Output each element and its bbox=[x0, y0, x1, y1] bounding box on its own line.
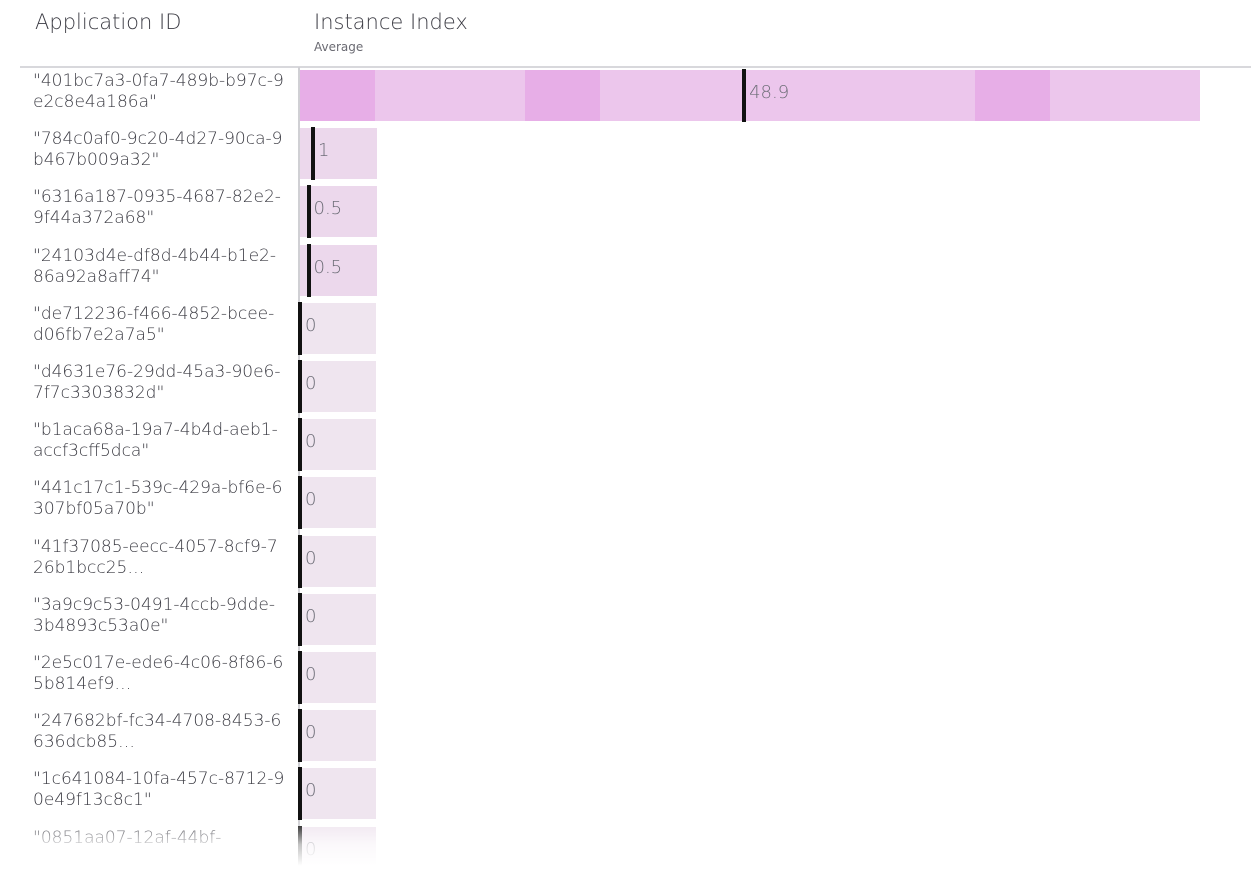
bar[interactable] bbox=[300, 477, 376, 529]
table-row[interactable]: "441c17c1-539c-429a-bf6e-6307bf05a70b" 0 bbox=[0, 474, 1251, 532]
row-label-application-id: "d4631e76-29dd-45a3-90e6-7f7c3303832d" bbox=[33, 362, 281, 403]
bar[interactable] bbox=[300, 535, 376, 587]
bar[interactable] bbox=[300, 244, 377, 296]
row-label-application-id: "3a9c9c53-0491-4ccb-9dde-3b4893c53a0e" bbox=[33, 594, 275, 636]
bar[interactable] bbox=[300, 768, 376, 820]
bar-segment bbox=[374, 70, 451, 121]
table-row[interactable]: "247682bf-fc34-4708-8453-6636dcb85… 0 bbox=[0, 707, 1251, 765]
value-label: 0 bbox=[305, 780, 317, 802]
bar[interactable] bbox=[300, 361, 376, 412]
table-row[interactable]: "de712236-f466-4852-bcee-d06fb7e2a7a5" 0 bbox=[0, 300, 1251, 358]
value-label: 0 bbox=[305, 431, 317, 453]
value-label: 0 bbox=[305, 373, 317, 394]
row-label-application-id: "247682bf-fc34-4708-8453-6636dcb85… bbox=[33, 711, 282, 753]
bar[interactable] bbox=[300, 302, 376, 354]
value-label: 0 bbox=[305, 314, 317, 336]
average-marker bbox=[298, 418, 302, 472]
row-label-application-id: "0851aa07-12af-44bf- bbox=[33, 827, 222, 848]
bar-segment bbox=[599, 70, 676, 121]
header-divider bbox=[20, 66, 1251, 68]
average-marker bbox=[298, 709, 302, 763]
bar[interactable] bbox=[300, 186, 377, 238]
table-row[interactable]: "3a9c9c53-0491-4ccb-9dde-3b4893c53a0e" 0 bbox=[0, 591, 1251, 649]
average-marker bbox=[298, 360, 302, 413]
table-row[interactable]: "41f37085-eecc-4057-8cf9-726b1bcc25… 0 bbox=[0, 533, 1251, 591]
average-marker bbox=[298, 301, 302, 355]
table-row[interactable]: "784c0af0-9c20-4d27-90ca-9b467b009a32" 1 bbox=[0, 125, 1251, 183]
value-label: 0 bbox=[305, 838, 317, 860]
average-marker bbox=[306, 243, 311, 297]
bar[interactable] bbox=[300, 710, 376, 762]
value-label: 1 bbox=[318, 140, 330, 162]
average-marker bbox=[311, 127, 315, 181]
bar[interactable] bbox=[300, 70, 1201, 121]
bar-segment bbox=[1124, 70, 1201, 121]
row-label-application-id: "1c641084-10fa-457c-8712-90e49f13c8c1" bbox=[33, 769, 285, 811]
average-marker bbox=[298, 767, 302, 821]
row-label-application-id: "41f37085-eecc-4057-8cf9-726b1bcc25… bbox=[33, 536, 278, 578]
bar[interactable] bbox=[300, 652, 376, 703]
average-marker bbox=[298, 825, 302, 879]
row-label-application-id: "784c0af0-9c20-4d27-90ca-9b467b009a32" bbox=[33, 129, 283, 171]
row-label-application-id: "24103d4e-df8d-4b44-b1e2-86a92a8aff74" bbox=[33, 245, 277, 287]
average-marker bbox=[742, 69, 747, 122]
table-row[interactable]: "b1aca68a-19a7-4b4d-aeb1-accf3cff5dca" 0 bbox=[0, 416, 1251, 474]
value-label: 0 bbox=[305, 547, 317, 569]
average-marker bbox=[298, 592, 302, 646]
value-label: 0 bbox=[305, 489, 317, 511]
bar[interactable] bbox=[300, 593, 376, 645]
average-marker bbox=[306, 185, 311, 239]
table-row[interactable]: "1c641084-10fa-457c-8712-90e49f13c8c1" 0 bbox=[0, 765, 1251, 823]
value-label: 0.5 bbox=[313, 198, 343, 220]
bar-segment bbox=[449, 70, 526, 121]
bar-segment bbox=[1049, 70, 1126, 121]
bar-segment bbox=[899, 70, 976, 121]
bar[interactable] bbox=[300, 419, 376, 471]
bar-segment bbox=[300, 244, 377, 296]
table-row[interactable]: "0851aa07-12af-44bf- 0 bbox=[0, 824, 1251, 881]
bar-segment bbox=[300, 70, 376, 121]
average-marker bbox=[298, 651, 302, 704]
table-row[interactable]: "401bc7a3-0fa7-489b-b97c-9e2c8e4a186a" 48… bbox=[0, 67, 1251, 125]
average-marker bbox=[298, 476, 302, 530]
column-header-instance-index[interactable]: Instance Index bbox=[314, 10, 468, 34]
average-marker bbox=[298, 534, 302, 588]
row-label-application-id: "b1aca68a-19a7-4b4d-aeb1-accf3cff5dca" bbox=[33, 420, 278, 462]
row-label-application-id: "401bc7a3-0fa7-489b-b97c-9e2c8e4a186a" bbox=[33, 71, 284, 112]
bar-segment bbox=[524, 70, 601, 121]
bar-segment bbox=[974, 70, 1051, 121]
row-label-application-id: "6316a187-0935-4687-82e2-9f44a372a68" bbox=[33, 187, 281, 229]
bar-segment bbox=[824, 70, 901, 121]
row-label-application-id: "de712236-f466-4852-bcee-d06fb7e2a7a5" bbox=[33, 303, 275, 345]
value-label: 0 bbox=[305, 664, 317, 685]
value-label: 48.9 bbox=[749, 82, 790, 103]
table-row[interactable]: "d4631e76-29dd-45a3-90e6-7f7c3303832d" 0 bbox=[0, 358, 1251, 416]
value-label: 0 bbox=[305, 722, 317, 744]
row-label-application-id: "2e5c017e-ede6-4c06-8f86-65b814ef9… bbox=[33, 653, 284, 694]
bar-segment bbox=[300, 186, 377, 238]
column-header-application-id[interactable]: Application ID bbox=[35, 10, 182, 34]
value-label: 0.5 bbox=[313, 256, 343, 278]
bar-segment bbox=[674, 70, 751, 121]
bar-segment bbox=[749, 70, 826, 121]
table-row[interactable]: "2e5c017e-ede6-4c06-8f86-65b814ef9… 0 bbox=[0, 649, 1251, 707]
row-label-application-id: "441c17c1-539c-429a-bf6e-6307bf05a70b" bbox=[33, 478, 283, 520]
table-row[interactable]: "6316a187-0935-4687-82e2-9f44a372a68" 0.5 bbox=[0, 183, 1251, 241]
table-row[interactable]: "24103d4e-df8d-4b44-b1e2-86a92a8aff74" 0.… bbox=[0, 242, 1251, 300]
column-subheader-average: Average bbox=[314, 40, 364, 54]
value-label: 0 bbox=[305, 605, 317, 627]
